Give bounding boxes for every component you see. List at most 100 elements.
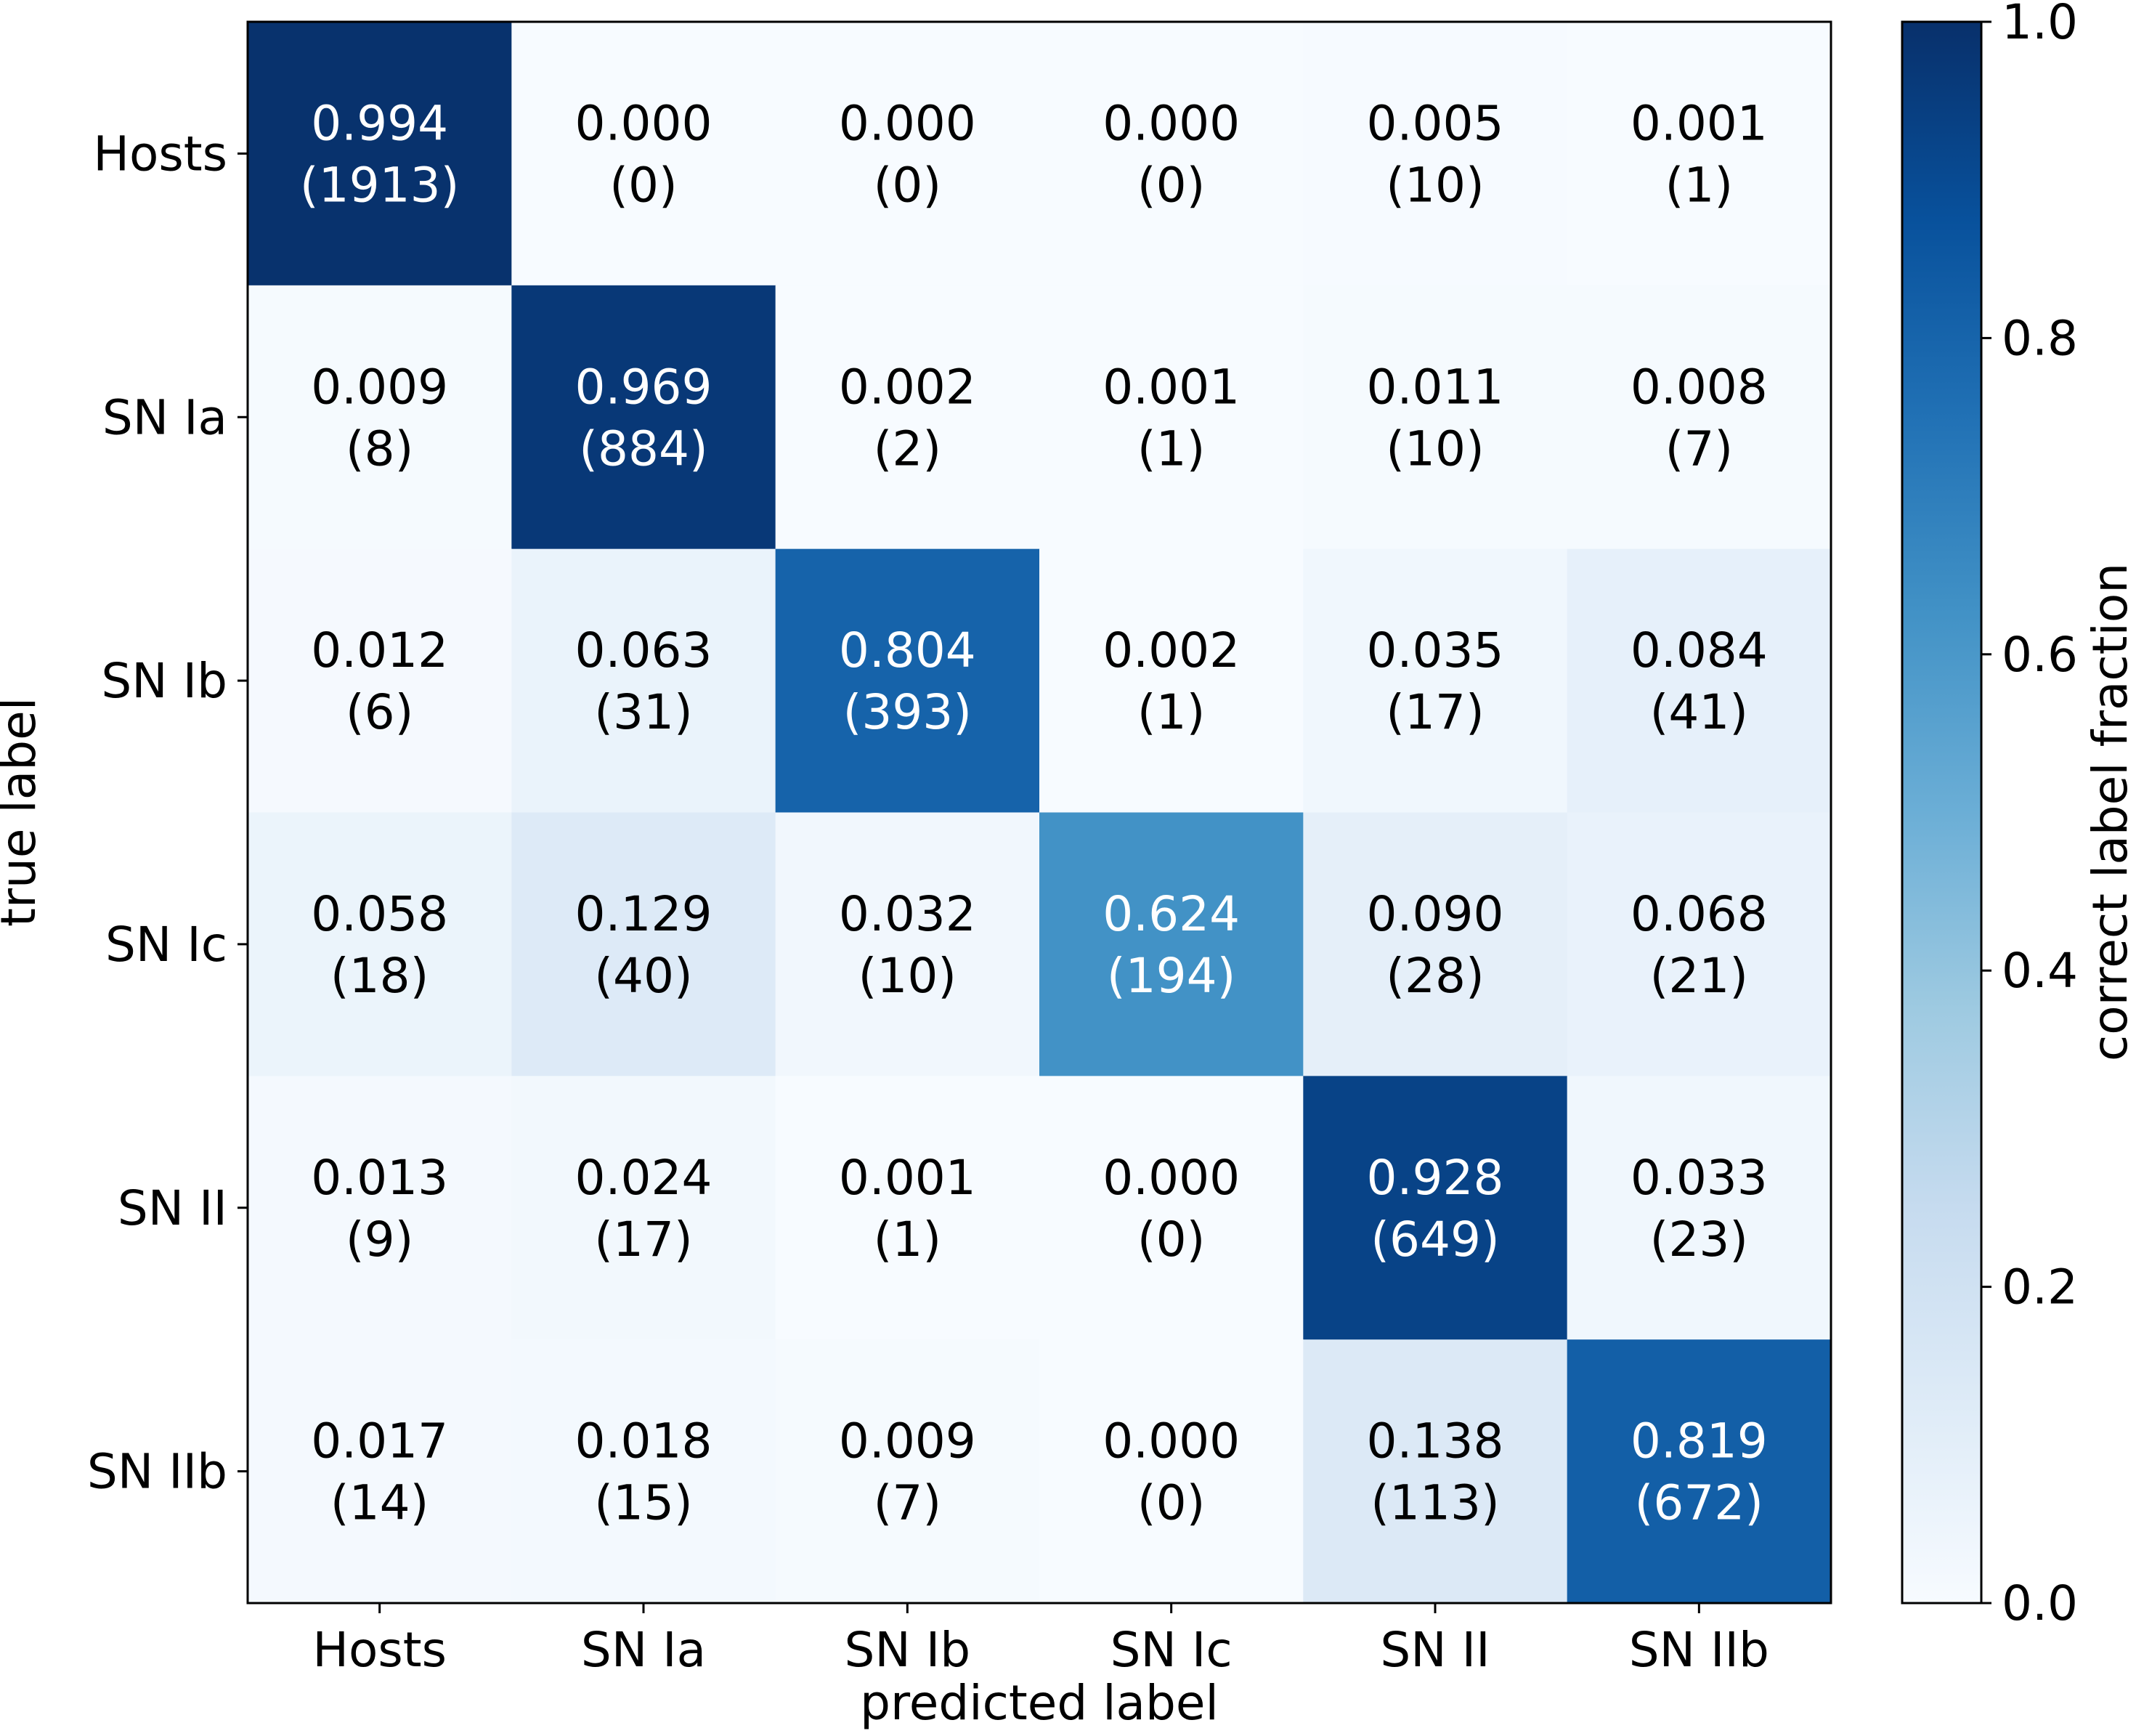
cell-count-label: (7) [874, 1475, 942, 1531]
cell-count-label: (9) [346, 1212, 414, 1267]
cell-sn-ii-hosts [248, 1076, 512, 1340]
axes: Hosts SN Ia SN Ib SN Ic SN II SN IIb Hosts SN I… [87, 126, 1769, 1678]
cell-fraction-label: 0.008 [1631, 359, 1768, 415]
cell-count-label: (2) [874, 421, 942, 476]
cell-count-label: (1913) [300, 157, 459, 213]
cell-count-label: (1) [1137, 684, 1206, 740]
cell-fraction-label: 0.063 [575, 622, 712, 678]
cell-count-label: (15) [594, 1475, 692, 1531]
cell-sn-iib-sn-ib [775, 1339, 1040, 1604]
cell-count-label: (10) [1386, 421, 1484, 476]
y-tick-label: SN II [118, 1180, 227, 1236]
cell-sn-ib-sn-ii [1303, 548, 1568, 814]
cell-fraction-label: 0.994 [311, 95, 448, 151]
cell-count-label: (41) [1650, 684, 1748, 740]
cell-count-label: (0) [1137, 1212, 1206, 1267]
cell-count-label: (14) [330, 1475, 429, 1531]
cell-fraction-label: 0.009 [311, 359, 448, 415]
cell-fraction-label: 0.009 [839, 1413, 976, 1469]
colorbar-tick-label: 0.6 [2002, 627, 2078, 683]
cell-count-label: (7) [1665, 421, 1734, 476]
cell-sn-ib-sn-ia [511, 548, 776, 814]
cell-hosts-sn-ic [1039, 22, 1304, 286]
cell-hosts-sn-ii [1303, 22, 1568, 286]
cell-fraction-label: 0.002 [839, 359, 976, 415]
cell-sn-ic-sn-ib [775, 812, 1040, 1076]
cell-sn-ii-sn-ib [775, 1076, 1040, 1340]
cell-sn-iib-sn-ia [511, 1339, 776, 1604]
cell-sn-ia-sn-ia [511, 285, 776, 550]
cell-labels: 0.994 (1913) 0.000 (0) 0.000 (0) 0.000 (0) 0.005… [300, 95, 1768, 1530]
cell-fraction-label: 0.928 [1367, 1150, 1504, 1206]
y-tick-label: SN Ia [102, 389, 227, 445]
x-tick-label: SN Ic [1110, 1622, 1233, 1678]
cell-fraction-label: 0.005 [1367, 95, 1504, 151]
cell-fraction-label: 0.001 [1631, 95, 1768, 151]
cell-count-label: (649) [1371, 1212, 1499, 1267]
cell-count-label: (113) [1371, 1475, 1499, 1531]
x-tick-label: Hosts [312, 1622, 447, 1678]
cell-fraction-label: 0.033 [1631, 1150, 1768, 1206]
cell-sn-ia-sn-ii [1303, 285, 1568, 550]
cell-sn-iib-sn-ic [1039, 1339, 1304, 1604]
cell-fraction-label: 0.011 [1367, 359, 1504, 415]
cell-fraction-label: 0.624 [1103, 886, 1240, 942]
cell-count-label: (0) [1137, 157, 1206, 213]
cell-sn-ic-sn-ii [1303, 812, 1568, 1076]
cell-count-label: (393) [843, 684, 972, 740]
cell-count-label: (1) [1665, 157, 1734, 213]
cell-sn-ii-sn-iib [1567, 1076, 1832, 1340]
cell-sn-ic-hosts [248, 812, 512, 1076]
y-tick-label: Hosts [93, 126, 227, 182]
cell-fraction-label: 0.969 [575, 359, 712, 415]
cell-count-label: (17) [594, 1212, 692, 1267]
cell-fraction-label: 0.058 [311, 886, 448, 942]
cell-sn-iib-sn-ii [1303, 1339, 1568, 1604]
x-tick-label: SN II [1380, 1622, 1490, 1678]
cell-fraction-label: 0.032 [839, 886, 976, 942]
cell-fraction-label: 0.000 [1103, 95, 1240, 151]
cell-count-label: (1) [1137, 421, 1206, 476]
colorbar-tick-label: 0.0 [2002, 1575, 2078, 1631]
colorbar: 0.0 0.2 0.4 0.6 0.8 1.0 [1901, 0, 2078, 1631]
cell-sn-ii-sn-ic [1039, 1076, 1304, 1340]
cell-hosts-hosts [248, 22, 512, 286]
cell-fraction-label: 0.129 [575, 886, 712, 942]
colorbar-tick-label: 0.8 [2002, 310, 2078, 366]
cell-sn-ib-sn-ic [1039, 548, 1304, 814]
cell-count-label: (884) [579, 421, 707, 476]
colorbar-tick-label: 0.2 [2002, 1260, 2078, 1315]
cell-hosts-sn-iib [1567, 22, 1832, 286]
y-tick-label: SN Ib [101, 653, 227, 709]
cell-count-label: (10) [1386, 157, 1484, 213]
cell-fraction-label: 0.013 [311, 1150, 448, 1206]
cell-sn-ia-hosts [248, 285, 512, 550]
y-tick-label: SN Ic [105, 917, 227, 973]
cell-sn-ia-sn-iib [1567, 285, 1832, 550]
heatmap-cells [248, 22, 1832, 1604]
cell-sn-ii-sn-ii [1303, 1076, 1568, 1340]
cell-count-label: (28) [1386, 948, 1484, 1004]
y-tick-label: SN IIb [87, 1444, 227, 1500]
cell-hosts-sn-ib [775, 22, 1040, 286]
cell-fraction-label: 0.002 [1103, 622, 1240, 678]
cell-hosts-sn-ia [511, 22, 776, 286]
cell-fraction-label: 0.819 [1631, 1413, 1768, 1469]
colorbar-label: correct label fraction [2082, 563, 2138, 1061]
cell-fraction-label: 0.084 [1631, 622, 1768, 678]
x-tick-label: SN IIb [1629, 1622, 1769, 1678]
colorbar-gradient [1901, 20, 1983, 1605]
colorbar-tick-label: 0.4 [2002, 943, 2078, 999]
cell-fraction-label: 0.804 [839, 622, 976, 678]
cell-sn-iib-hosts [248, 1339, 512, 1604]
cell-fraction-label: 0.090 [1367, 886, 1504, 942]
cell-sn-ic-sn-ia [511, 812, 776, 1076]
cell-fraction-label: 0.000 [839, 95, 976, 151]
cell-fraction-label: 0.017 [311, 1413, 448, 1469]
cell-count-label: (1) [874, 1212, 942, 1267]
cell-count-label: (21) [1650, 948, 1748, 1004]
cell-count-label: (31) [594, 684, 692, 740]
cell-sn-ib-sn-iib [1567, 548, 1832, 814]
y-axis-label: true label [0, 697, 46, 927]
